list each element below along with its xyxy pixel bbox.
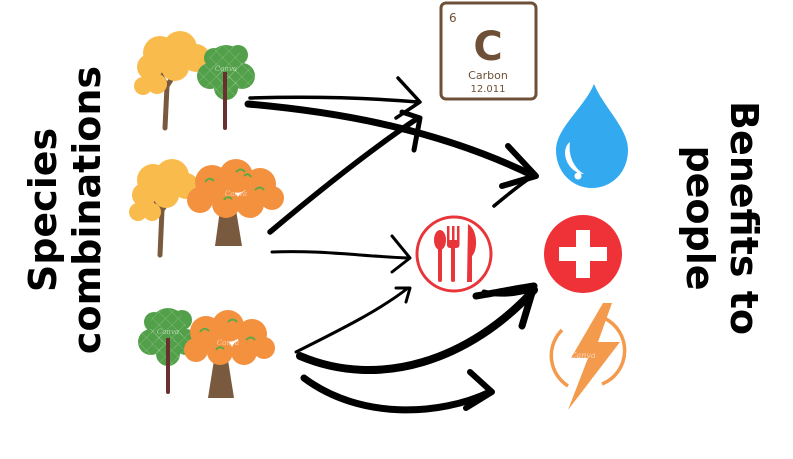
arrow-1-water [244, 100, 538, 180]
carbon-symbol: C [473, 24, 502, 70]
watermark-text: Canva [215, 65, 237, 73]
green-tree-icon: Canva [197, 45, 255, 130]
food-icon [415, 215, 493, 293]
carbon-name: Carbon [468, 69, 508, 82]
orange-tree-icon: Canva [187, 159, 284, 246]
benefits-to-people-label: Benefits to people [678, 88, 766, 348]
yellow-tree-icon [134, 31, 210, 131]
yellow-tree-icon [129, 159, 199, 258]
arrow-3-food [294, 286, 410, 354]
species-combinations-label: Species combinations [21, 0, 109, 420]
carbon-mass: 12.011 [471, 84, 506, 95]
orange-tree-icon: Canva [184, 310, 275, 398]
left-label-line-1: Species [21, 127, 65, 293]
watermark-text: Canva [570, 351, 596, 360]
tree-group-2: Canva [129, 159, 284, 258]
health-cross-icon [544, 215, 622, 293]
watermark-text: Canva [157, 328, 179, 336]
right-label-line-1: Benefits to [722, 100, 766, 335]
right-label-line-2: people [678, 145, 722, 291]
watermark-text: Canva [225, 190, 247, 198]
arrow-food-health [481, 287, 533, 297]
arrow-3-lower [300, 374, 494, 414]
arrow-3-health [296, 286, 538, 375]
carbon-icon: 6 C Carbon 12.011 [439, 1, 538, 101]
tree-group-1: Canva [134, 31, 255, 131]
water-drop-icon [556, 84, 628, 188]
left-label-line-2: combinations [65, 65, 109, 355]
watermark-text: Canva [217, 339, 239, 347]
arrow-2-food [270, 250, 410, 260]
arrow-2-carbon [267, 115, 421, 235]
arrow-food-water [492, 176, 532, 208]
carbon-number: 6 [449, 11, 457, 25]
arrows [244, 76, 539, 414]
tree-group-3: Canva Canva [138, 308, 275, 398]
energy-bolt-icon: Canva [549, 303, 627, 410]
arrow-1-carbon [248, 95, 420, 104]
